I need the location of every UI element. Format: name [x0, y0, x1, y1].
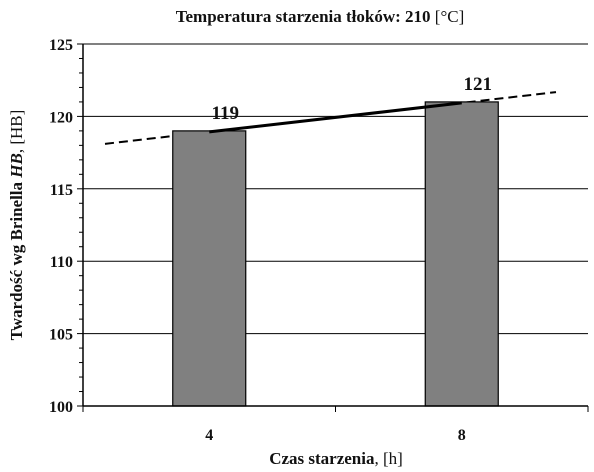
y-tick-label: 100	[49, 399, 73, 416]
y-tick-label: 110	[50, 254, 73, 271]
bar-8	[424, 101, 499, 407]
chart-title: Temperatura starzenia tłoków: 210 [°C]	[176, 7, 465, 26]
y-axis-title: Twardość wg Brinella HB, [HB]	[7, 110, 26, 341]
y-axis-title-main: Twardość wg Brinella	[7, 178, 26, 341]
segment-layer	[209, 101, 462, 134]
bar-connector-line	[209, 101, 462, 134]
chart-title-main: Temperatura starzenia tłoków: 210	[176, 7, 431, 26]
bar-layer	[172, 101, 499, 407]
x-axis-title-unit: , [h]	[374, 449, 402, 468]
data-label: 119	[212, 103, 239, 124]
x-tick-label: 8	[458, 427, 466, 444]
x-tick-label: 4	[205, 427, 213, 444]
x-axis-title-main: Czas starzenia	[269, 449, 375, 468]
y-tick-label: 115	[50, 182, 73, 199]
y-axis-title-symbol: HB	[7, 153, 26, 179]
data-label: 121	[464, 74, 493, 95]
y-tick-label: 105	[49, 327, 73, 344]
y-tick-label: 120	[49, 109, 73, 126]
x-axis-title: Czas starzenia, [h]	[269, 449, 403, 468]
y-axis-title-unit: , [HB]	[7, 110, 26, 153]
grid-layer	[83, 43, 588, 335]
label-layer: 100 105 110 115 120 125 4 8 119 121	[49, 37, 492, 444]
chart-title-unit: [°C]	[431, 7, 465, 26]
bar-4	[172, 130, 247, 407]
y-tick-label: 125	[49, 37, 73, 54]
axis-layer	[77, 43, 589, 412]
